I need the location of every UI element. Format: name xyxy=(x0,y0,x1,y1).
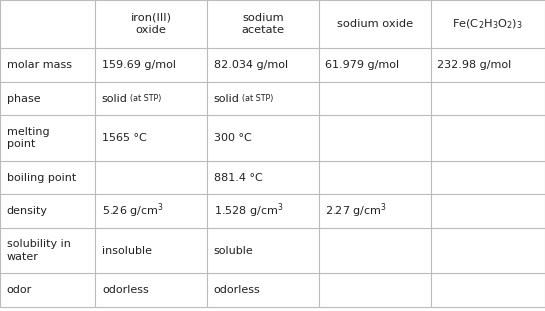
Text: 232.98 g/mol: 232.98 g/mol xyxy=(437,60,511,70)
Text: sodium
acetate: sodium acetate xyxy=(241,13,284,35)
Text: solubility in
water: solubility in water xyxy=(7,239,70,262)
Text: soluble: soluble xyxy=(214,246,253,256)
Text: insoluble: insoluble xyxy=(102,246,152,256)
Text: sodium oxide: sodium oxide xyxy=(337,19,413,29)
Text: 82.034 g/mol: 82.034 g/mol xyxy=(214,60,288,70)
Text: (at STP): (at STP) xyxy=(242,94,274,103)
Text: 5.26 g/cm$^3$: 5.26 g/cm$^3$ xyxy=(102,202,164,220)
Text: odorless: odorless xyxy=(214,285,261,295)
Text: 881.4 °C: 881.4 °C xyxy=(214,173,262,183)
Text: molar mass: molar mass xyxy=(7,60,71,70)
Text: density: density xyxy=(7,206,47,216)
Text: iron(III)
oxide: iron(III) oxide xyxy=(131,13,172,35)
Text: boiling point: boiling point xyxy=(7,173,76,183)
Text: solid: solid xyxy=(214,94,239,104)
Text: 159.69 g/mol: 159.69 g/mol xyxy=(102,60,176,70)
Text: 2.27 g/cm$^3$: 2.27 g/cm$^3$ xyxy=(325,202,387,220)
Text: 300 °C: 300 °C xyxy=(214,133,251,143)
Text: 1.528 g/cm$^3$: 1.528 g/cm$^3$ xyxy=(214,202,283,220)
Text: Fe(C$_2$H$_3$O$_2$)$_3$: Fe(C$_2$H$_3$O$_2$)$_3$ xyxy=(452,17,523,31)
Text: phase: phase xyxy=(7,94,40,104)
Text: 61.979 g/mol: 61.979 g/mol xyxy=(325,60,399,70)
Text: melting
point: melting point xyxy=(7,127,49,149)
Text: solid: solid xyxy=(102,94,128,104)
Text: (at STP): (at STP) xyxy=(130,94,162,103)
Text: odor: odor xyxy=(7,285,32,295)
Text: odorless: odorless xyxy=(102,285,149,295)
Text: 1565 °C: 1565 °C xyxy=(102,133,147,143)
